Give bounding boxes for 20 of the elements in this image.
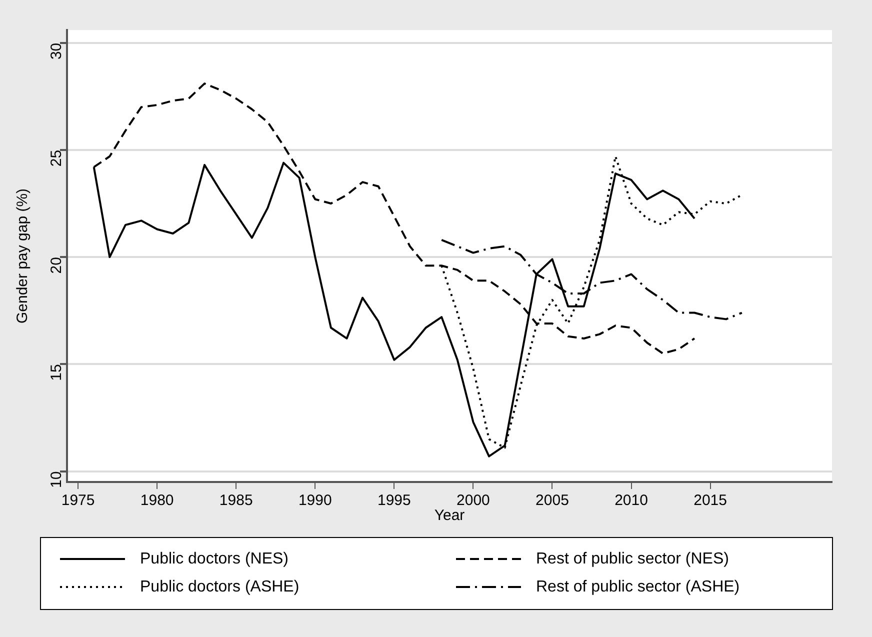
x-tick-label: 2015 [694, 492, 727, 510]
x-tick-label: 1985 [219, 492, 253, 510]
y-tick-label: 20 [48, 257, 66, 274]
y-axis-title: Gender pay gap (%) [14, 188, 32, 324]
y-tick-label: 10 [48, 471, 66, 488]
legend-label: Public doctors (NES) [140, 550, 288, 568]
x-tick-label: 1980 [140, 492, 174, 510]
y-tick-label: 25 [48, 150, 66, 167]
legend-label: Rest of public sector (ASHE) [536, 578, 740, 596]
x-tick-label: 1975 [61, 492, 95, 510]
x-tick-label: 2010 [614, 492, 648, 510]
legend-label: Public doctors (ASHE) [140, 578, 300, 596]
x-tick-label: 2005 [536, 492, 569, 510]
x-tick-label: 1995 [377, 492, 411, 510]
legend-label: Rest of public sector (NES) [536, 550, 729, 568]
y-tick-label: 15 [48, 364, 66, 381]
x-tick-label: 1990 [298, 492, 332, 510]
x-axis-title: Year [434, 507, 465, 524]
x-tick-label: 2000 [456, 492, 490, 510]
y-tick-label: 30 [48, 42, 66, 60]
